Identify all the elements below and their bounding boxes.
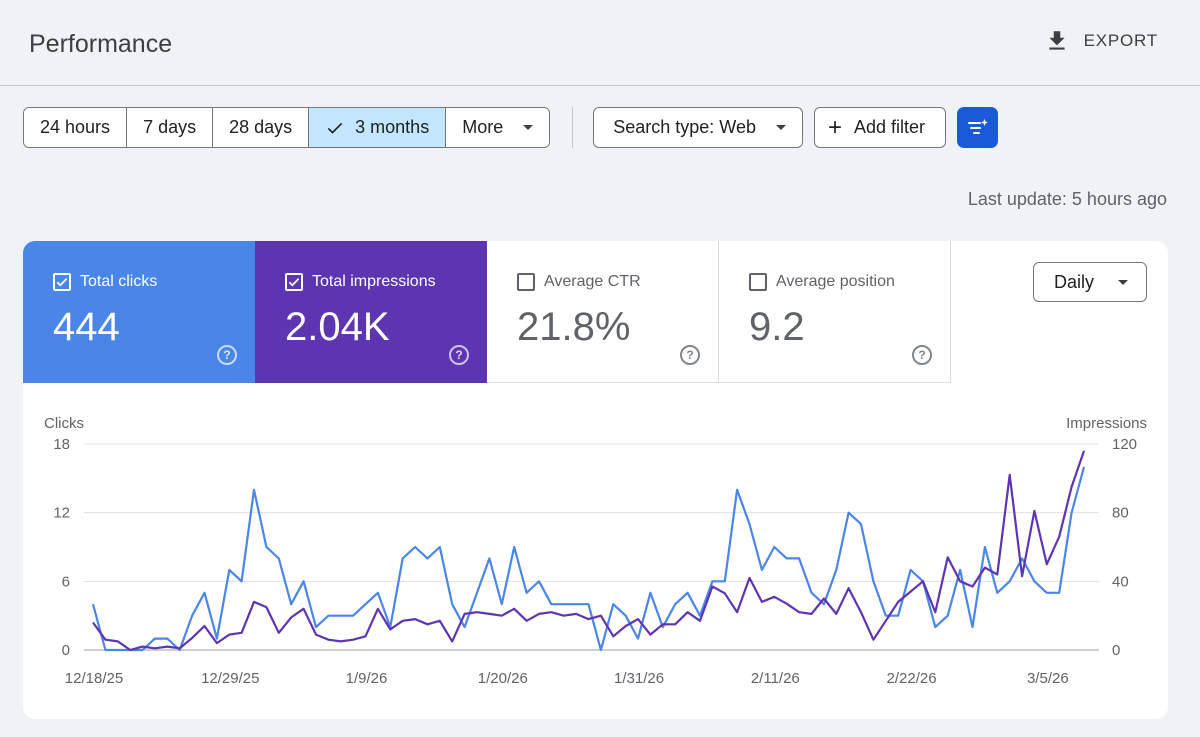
check-icon [327, 122, 343, 134]
date-range-selector: 24 hours 7 days 28 days 3 months More [23, 107, 551, 148]
metric-label: Total clicks [80, 273, 158, 290]
more-dropdown[interactable]: More [446, 108, 550, 147]
metric-label: Total impressions [312, 273, 436, 290]
series-line [91, 466, 1086, 652]
range-28-days[interactable]: 28 days [213, 108, 310, 147]
x-tick-label: 12/29/25 [201, 670, 259, 687]
metric-total-impressions[interactable]: Total impressions 2.04K ? [255, 241, 487, 383]
metric-total-clicks[interactable]: Total clicks 444 ? [23, 241, 255, 383]
download-icon [1049, 31, 1065, 50]
search-type-dropdown[interactable]: Search type: Web [593, 107, 803, 148]
x-tick-label: 1/20/26 [478, 670, 528, 687]
x-tick-label: 2/22/26 [887, 670, 937, 687]
chevron-down-icon [1118, 280, 1128, 285]
add-filter-button[interactable]: + Add filter [813, 107, 947, 148]
help-icon[interactable]: ? [449, 345, 469, 365]
page-header: Performance EXPORT [0, 0, 1200, 86]
y2-tick-label: 120 [1112, 436, 1137, 453]
y2-axis-label: Impressions [1066, 415, 1147, 432]
y-tick-label: 6 [62, 573, 70, 590]
last-update: Last update: 5 hours ago [967, 189, 1167, 209]
range-24-hours[interactable]: 24 hours [24, 108, 128, 147]
metric-value: 2.04K [285, 305, 390, 349]
checkbox-checked-icon[interactable] [285, 273, 303, 291]
metric-average-ctr[interactable]: Average CTR 21.8% ? [487, 241, 719, 383]
search-type-label: Search type: Web [613, 117, 756, 137]
filter-sparkle-button[interactable] [957, 107, 999, 148]
metric-label: Average CTR [544, 273, 641, 290]
y2-tick-label: 80 [1112, 505, 1129, 522]
plus-icon: + [827, 113, 842, 141]
granularity-dropdown[interactable]: Daily [1033, 262, 1147, 302]
performance-chart: 18 12 6 0 120 80 40 0 Clicks Impressions 12/18/25 1… [44, 415, 1147, 687]
x-tick-label: 3/5/26 [1027, 670, 1069, 687]
checkbox-checked-icon[interactable] [53, 273, 71, 291]
y2-tick-label: 0 [1112, 642, 1120, 659]
y-tick-label: 12 [53, 505, 70, 522]
help-icon[interactable]: ? [680, 345, 700, 365]
filter-sparkle-icon [967, 118, 988, 134]
chevron-down-icon [775, 125, 786, 130]
range-label: 28 days [229, 117, 293, 137]
help-icon[interactable]: ? [912, 345, 932, 365]
metric-value: 9.2 [749, 305, 805, 349]
checkbox-unchecked-icon[interactable] [749, 273, 767, 291]
granularity-label: Daily [1054, 271, 1095, 292]
range-label: 3 months [355, 117, 430, 137]
x-tick-label: 1/31/26 [614, 670, 664, 687]
export-button[interactable]: EXPORT [1044, 28, 1158, 54]
x-tick-label: 1/9/26 [346, 670, 388, 687]
page-title: Performance [29, 30, 173, 58]
toolbar-divider [572, 107, 574, 148]
metric-value: 444 [53, 305, 120, 349]
chevron-down-icon [523, 125, 534, 130]
series-line [92, 450, 1086, 652]
range-label: 7 days [143, 117, 197, 137]
y-tick-label: 18 [53, 436, 70, 453]
y-axis-label: Clicks [44, 415, 84, 432]
performance-card: Total clicks 444 ? Total impressions 2.0… [23, 241, 1168, 719]
more-label: More [462, 117, 504, 137]
range-3-months[interactable]: 3 months [309, 108, 447, 147]
add-filter-label: Add filter [853, 117, 926, 137]
metric-average-position[interactable]: Average position 9.2 ? [719, 241, 951, 383]
metric-value: 21.8% [517, 305, 631, 349]
toolbar: 24 hours 7 days 28 days 3 months More Se… [23, 107, 999, 148]
export-label: EXPORT [1083, 31, 1158, 50]
checkbox-unchecked-icon[interactable] [517, 273, 535, 291]
y-tick-label: 0 [62, 642, 70, 659]
metric-label: Average position [776, 273, 895, 290]
range-7-days[interactable]: 7 days [127, 108, 214, 147]
range-label: 24 hours [40, 117, 111, 137]
help-icon[interactable]: ? [217, 345, 237, 365]
y2-tick-label: 40 [1112, 573, 1129, 590]
x-tick-label: 12/18/25 [65, 670, 123, 687]
x-tick-label: 2/11/26 [751, 670, 800, 687]
